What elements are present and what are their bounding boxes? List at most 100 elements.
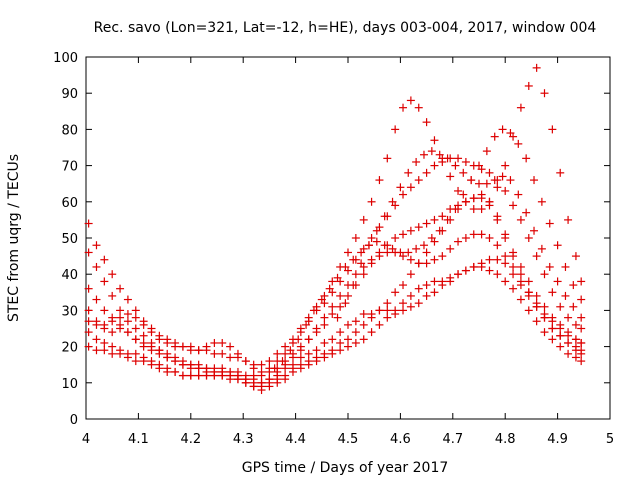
data-point [202, 371, 211, 380]
data-point [522, 154, 531, 163]
data-point [469, 262, 478, 271]
data-point [116, 284, 125, 293]
data-point [100, 346, 109, 355]
data-point [532, 252, 541, 261]
data-point [537, 244, 546, 253]
data-point [357, 248, 366, 257]
data-point [422, 219, 431, 228]
data-point [506, 129, 515, 138]
data-point [459, 190, 468, 199]
data-point [451, 161, 460, 170]
data-point [218, 367, 227, 376]
data-point [155, 364, 164, 373]
data-point [375, 252, 384, 261]
data-point [349, 255, 358, 264]
data-point [532, 299, 541, 308]
data-point [375, 176, 384, 185]
data-point [351, 270, 360, 279]
x-tick-label: 4.2 [180, 432, 201, 447]
data-point [493, 270, 502, 279]
data-point [446, 273, 455, 282]
data-point [123, 328, 132, 337]
data-point [548, 335, 557, 344]
data-point [477, 259, 486, 268]
data-point [548, 317, 557, 326]
data-point [210, 338, 219, 347]
data-point [84, 342, 93, 351]
data-point [84, 248, 93, 257]
data-point [451, 205, 460, 214]
data-point [577, 277, 586, 286]
data-point [577, 295, 586, 304]
data-point [375, 320, 384, 329]
data-point [556, 342, 565, 351]
y-axis-label: STEC from uqrg / TECUs [6, 154, 22, 322]
data-point [309, 306, 318, 315]
data-point [564, 215, 573, 224]
data-point [430, 136, 439, 145]
data-point [131, 324, 140, 333]
data-point [304, 349, 313, 358]
data-point [532, 63, 541, 72]
data-point [383, 299, 392, 308]
data-point [498, 172, 507, 181]
data-point [273, 378, 282, 387]
data-point [571, 252, 580, 261]
data-point [514, 139, 523, 148]
data-point [100, 338, 109, 347]
data-point [380, 212, 389, 221]
data-point [317, 295, 326, 304]
data-point [404, 168, 413, 177]
data-point [524, 306, 533, 315]
data-point [501, 230, 510, 239]
data-point [399, 190, 408, 199]
data-point [312, 357, 321, 366]
data-point [501, 259, 510, 268]
data-point [454, 154, 463, 163]
data-point [577, 357, 586, 366]
data-point [194, 346, 203, 355]
data-point [414, 284, 423, 293]
data-point [564, 338, 573, 347]
x-axis-label: GPS time / Days of year 2017 [242, 460, 449, 476]
data-point [116, 306, 125, 315]
data-point [304, 335, 313, 344]
data-point [84, 328, 93, 337]
data-point [131, 313, 140, 322]
data-point [399, 230, 408, 239]
data-point [501, 161, 510, 170]
data-point [524, 234, 533, 242]
data-points [84, 63, 586, 395]
data-point [257, 360, 266, 369]
data-point [226, 367, 235, 376]
data-point [422, 248, 431, 257]
data-point [218, 338, 227, 347]
x-tick-label: 4.4 [285, 432, 306, 447]
data-point [84, 284, 93, 293]
data-point [454, 270, 463, 279]
data-point [171, 338, 180, 347]
data-point [186, 360, 195, 369]
data-point [364, 241, 373, 250]
data-point [461, 266, 470, 275]
data-point [155, 349, 164, 358]
data-point [501, 252, 510, 261]
data-point [577, 338, 586, 347]
data-point [226, 342, 235, 351]
data-point [475, 179, 483, 188]
data-point [92, 295, 101, 304]
data-point [108, 270, 117, 279]
data-point [351, 317, 360, 326]
data-point [147, 324, 156, 333]
data-point [509, 284, 518, 293]
data-point [147, 338, 156, 347]
data-point [296, 346, 305, 355]
data-point [257, 367, 266, 376]
data-point [530, 176, 539, 185]
data-point [406, 226, 415, 235]
data-point [414, 299, 423, 308]
data-point [336, 338, 345, 347]
y-axis: 0 10 20 30 40 50 60 70 80 90 100 [53, 51, 610, 428]
data-point [516, 277, 525, 286]
